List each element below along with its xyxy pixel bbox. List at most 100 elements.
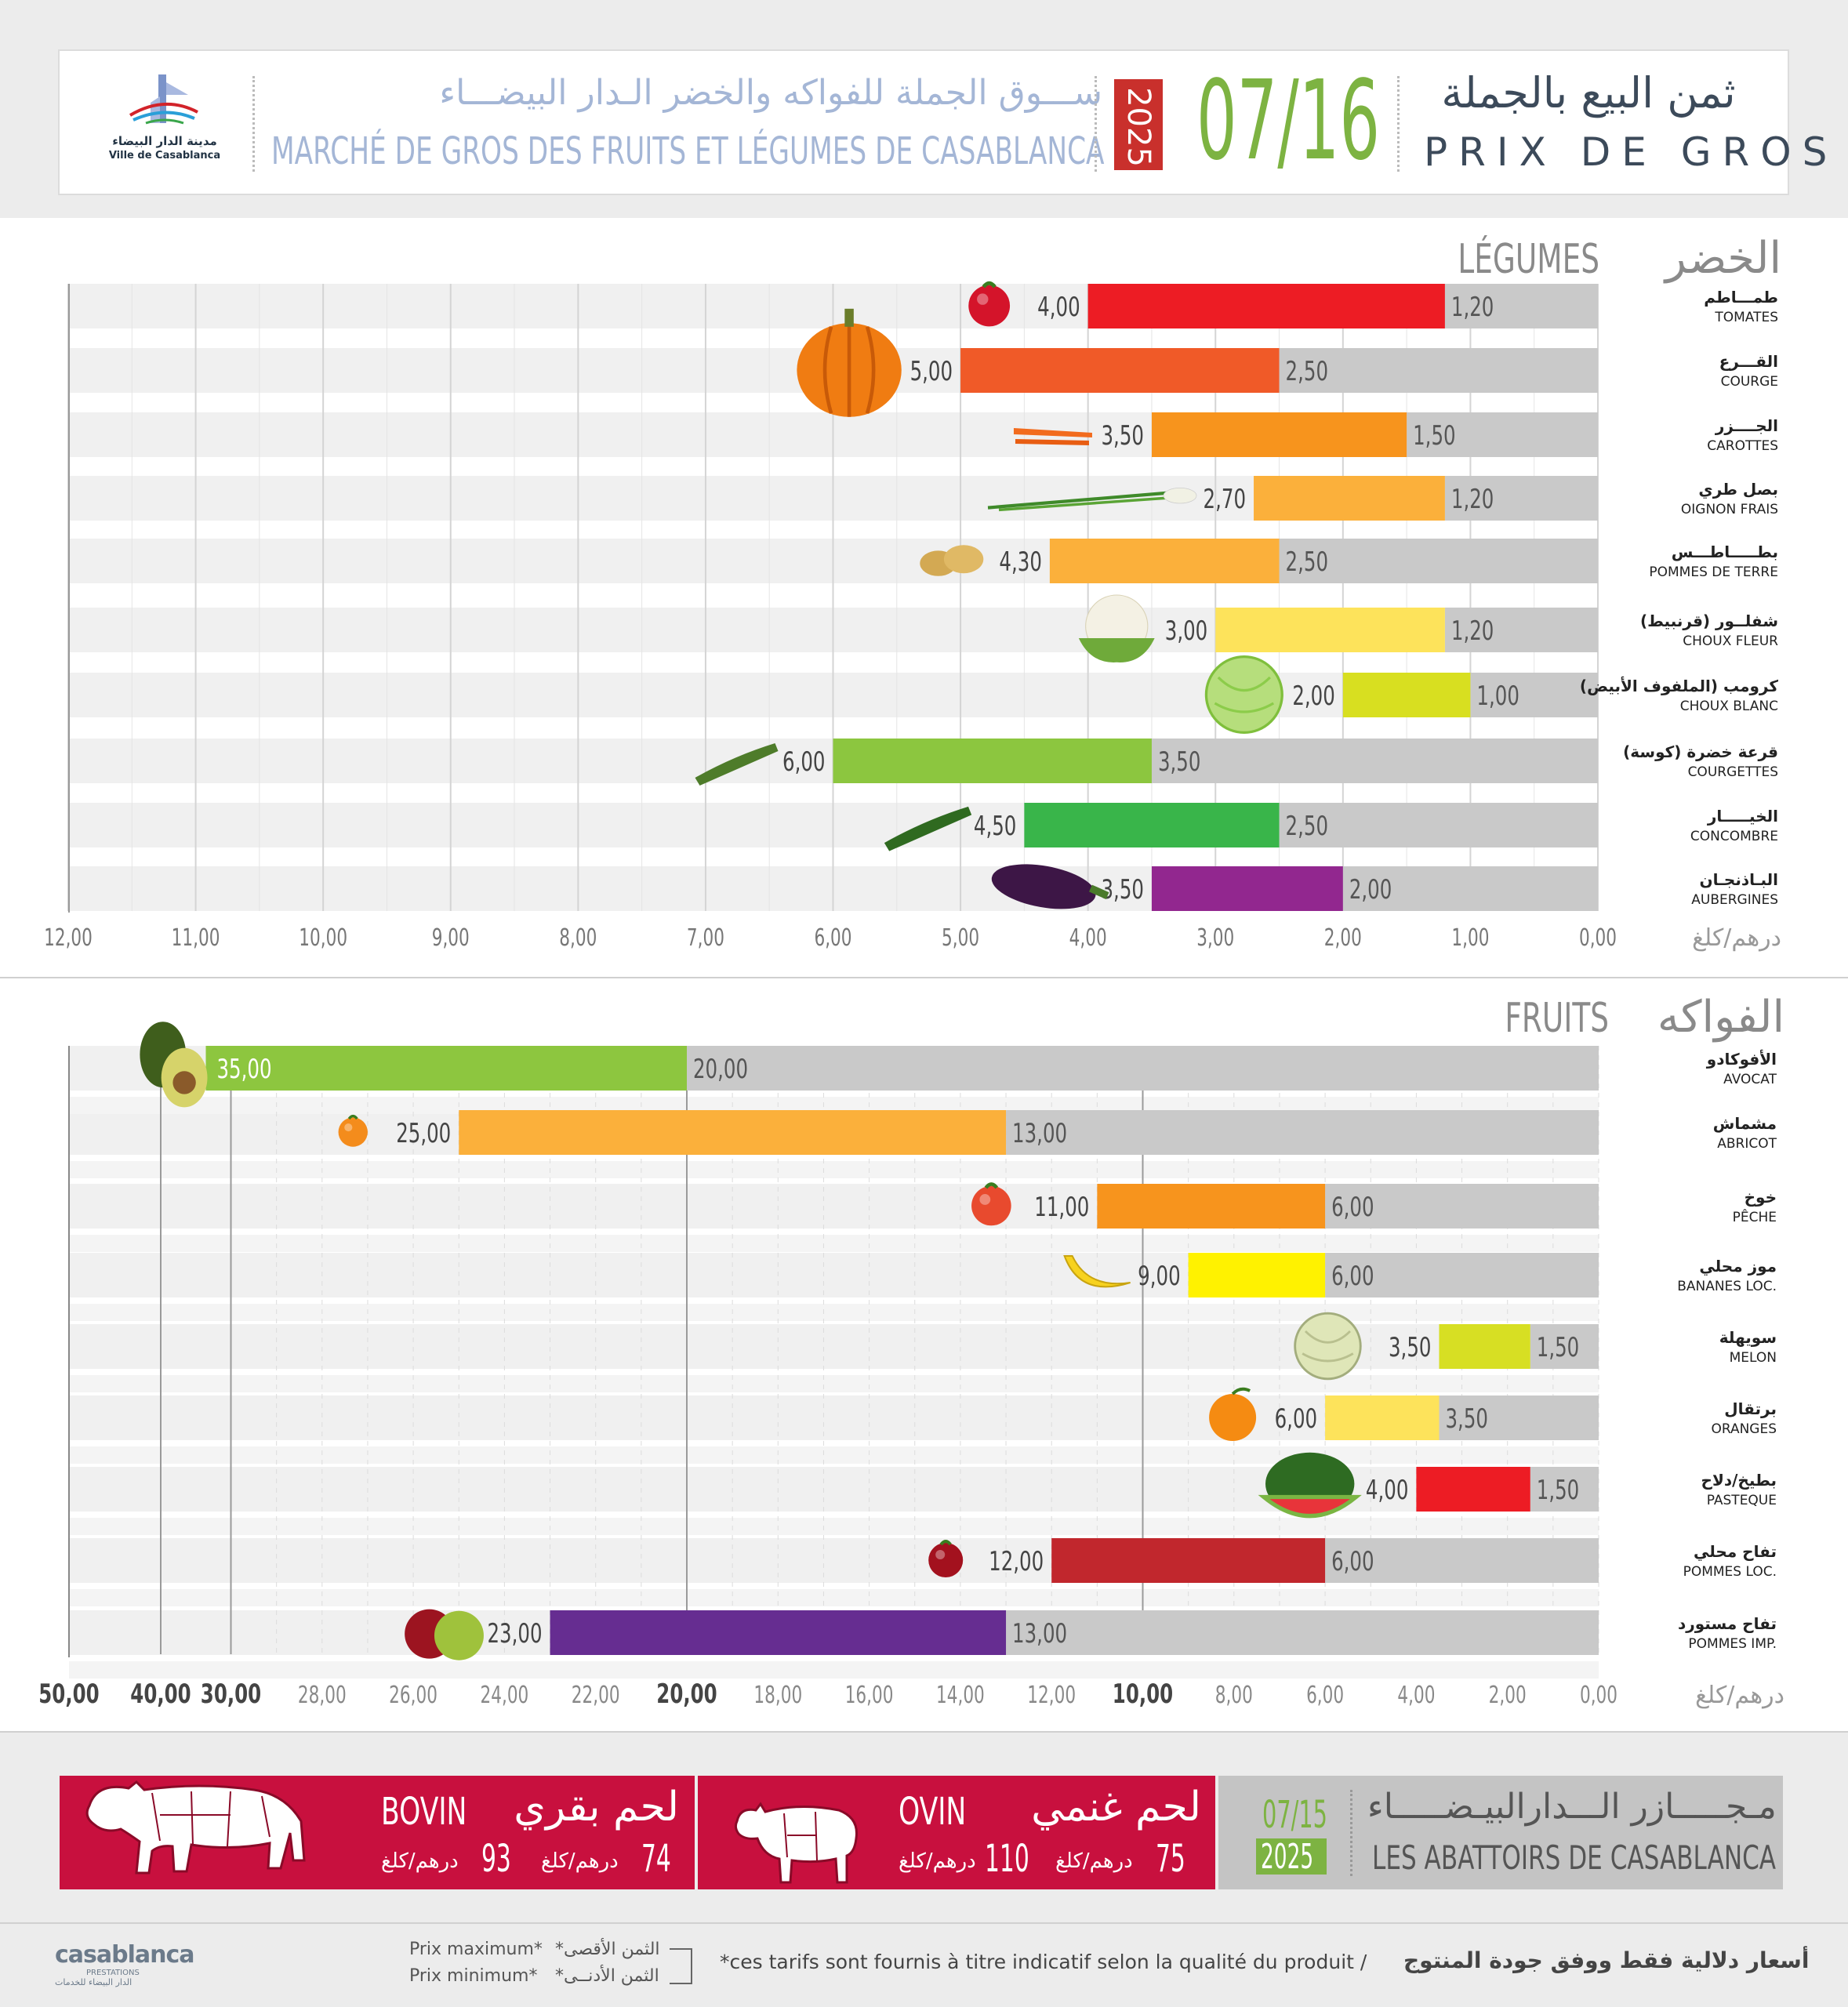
price-range-bar [960,348,1280,393]
x-tick-label: 12,00 [44,925,93,952]
row-gap-stripe [69,1589,1599,1606]
row-gap-stripe [69,1304,1599,1321]
item-name-fr: COURGETTES [1688,764,1778,780]
min-price-label: 3,50 [1158,746,1200,777]
price-range-bar [1342,673,1471,717]
x-tick-label: 4,00 [1069,925,1107,952]
item-name-fr: AVOCAT [1723,1072,1777,1087]
cabbage-icon [1204,655,1283,735]
tomato-icon [968,281,1011,327]
header-divider [1397,76,1400,172]
bovin-min-unit: درهم/كلغ [541,1849,619,1873]
x-tick-label: 2,00 [1324,925,1362,952]
vegetables-panel [0,218,1848,977]
abattoir-name-fr: LES ABATTOIRS DE CASABLANCA [1372,1838,1777,1877]
company-logo-sub: PRESTATIONS [86,1969,140,1977]
min-price-label: 3,50 [1445,1403,1487,1434]
min-price-bar [1279,348,1598,393]
max-price-label: 3,50 [1101,420,1143,451]
ovin-min-value: 75 [1156,1837,1185,1881]
min-price-label: 6,00 [1331,1546,1374,1577]
price-range-bar [550,1610,1007,1655]
row-gap-stripe [69,1097,1599,1114]
item-name-ar: طمـــاطم [1704,288,1778,307]
max-price-label: 4,30 [999,546,1041,577]
item-name-fr: COURGE [1721,374,1778,390]
item-name-ar: شفلــور (قرنبيط) [1640,612,1778,630]
item-name-ar: الخيـــــار [1707,807,1778,826]
item-name-fr: PASTEQUE [1707,1493,1777,1508]
item-name-ar: قرعة خضرة (كوسة) [1623,742,1778,761]
zucchini-icon [695,743,779,786]
max-price-label: 4,00 [1366,1475,1408,1505]
price-range-bar [1097,1184,1326,1229]
max-price-label: 3,50 [1389,1332,1431,1363]
price-range-bar [459,1110,1007,1155]
header-divider [1095,76,1097,172]
min-price-bar [1439,1395,1599,1440]
x-tick-label: 28,00 [298,1682,347,1709]
max-price-label: 2,00 [1292,680,1334,711]
min-price-label: 6,00 [1331,1192,1374,1222]
min-price-label: 13,00 [1012,1118,1067,1149]
date-text: 07/16 [1196,57,1381,185]
spring-onion-icon [987,488,1197,512]
max-price-label: 6,00 [782,746,825,777]
vegetables-chart: LÉGUMES الخضر 12,00 11,00 10,00 9,00 8,00 7,00 6… [44,233,1781,952]
melon-icon [1294,1312,1362,1381]
row-stripe [69,1324,1599,1369]
ovin-label-ar: لحم غنمي [1031,1784,1201,1831]
x-tick-label: 6,00 [1306,1682,1344,1709]
price-range-bar [833,739,1152,783]
disclaimer-ar: أسعار دلالية فقط ووفق جودة المنتوج [1403,1947,1810,1973]
min-price-label: 1,20 [1451,615,1494,646]
row-gap-stripe [69,1446,1599,1464]
item-name-fr: OIGNON FRAIS [1681,502,1778,517]
section-title-fr: LÉGUMES [1458,234,1599,283]
min-price-label: 1,50 [1537,1475,1579,1505]
price-range-bar [1188,1253,1326,1297]
price-range-bar [1151,412,1407,457]
x-tick-label: 2,00 [1489,1682,1527,1709]
min-price-bar [687,1046,1599,1091]
fruits-chart: FRUITS الفواكه 0,00 2,00 4,00 6,00 8,00 10,00 12… [38,992,1784,1709]
price-range-bar [1325,1395,1440,1440]
bovin-max-unit: درهم/كلغ [381,1849,459,1873]
section-title-fr: FRUITS [1505,994,1609,1042]
x-tick-label: 1,00 [1451,925,1489,952]
city-emblem-icon [129,74,198,125]
item-name-fr: POMMES DE TERRE [1649,564,1778,580]
x-tick-label: 4,00 [1397,1682,1435,1709]
company-logo-main: casablanca [55,1941,195,1969]
min-price-label: 2,00 [1349,874,1392,905]
watermelon-icon [1258,1452,1362,1519]
axis-unit-label: درهم/كلغ [1695,1682,1784,1709]
x-tick-label: 5,00 [942,925,979,952]
item-name-fr: POMMES LOC. [1683,1564,1777,1580]
min-price-bar [1325,1538,1599,1583]
legend-bracket-icon [670,1948,692,1984]
min-price-bar [1151,739,1598,783]
item-name-ar: بصل طري [1698,480,1778,499]
item-name-ar: تفاح محلي [1694,1542,1777,1562]
sheep-icon [734,1802,859,1884]
item-name-ar: الجــــزر [1715,416,1778,435]
ovin-max-value: 110 [985,1837,1029,1881]
legend-max-fr: Prix maximum* [409,1940,543,1959]
price-range-bar [1024,803,1280,847]
min-price-bar [1444,608,1598,652]
eggplant-icon [991,864,1109,909]
price-range-bar [205,1046,687,1091]
min-price-label: 2,50 [1286,356,1328,387]
max-price-label: 2,70 [1204,484,1246,514]
row-gap-stripe [69,1661,1599,1679]
abattoir-year: 2025 [1261,1837,1314,1877]
min-price-bar [1279,539,1598,583]
market-name-fr: MARCHÉ DE GROS DES FRUITS ET LÉGUMES DE … [271,129,1105,173]
x-tick-label: 14,00 [936,1682,985,1709]
item-name-fr: PÊCHE [1733,1208,1777,1225]
city-logo-fr: Ville de Casablanca [108,150,221,162]
min-price-bar [1325,1184,1599,1229]
item-name-ar: خوخ [1745,1188,1777,1207]
min-price-bar [1407,412,1598,457]
